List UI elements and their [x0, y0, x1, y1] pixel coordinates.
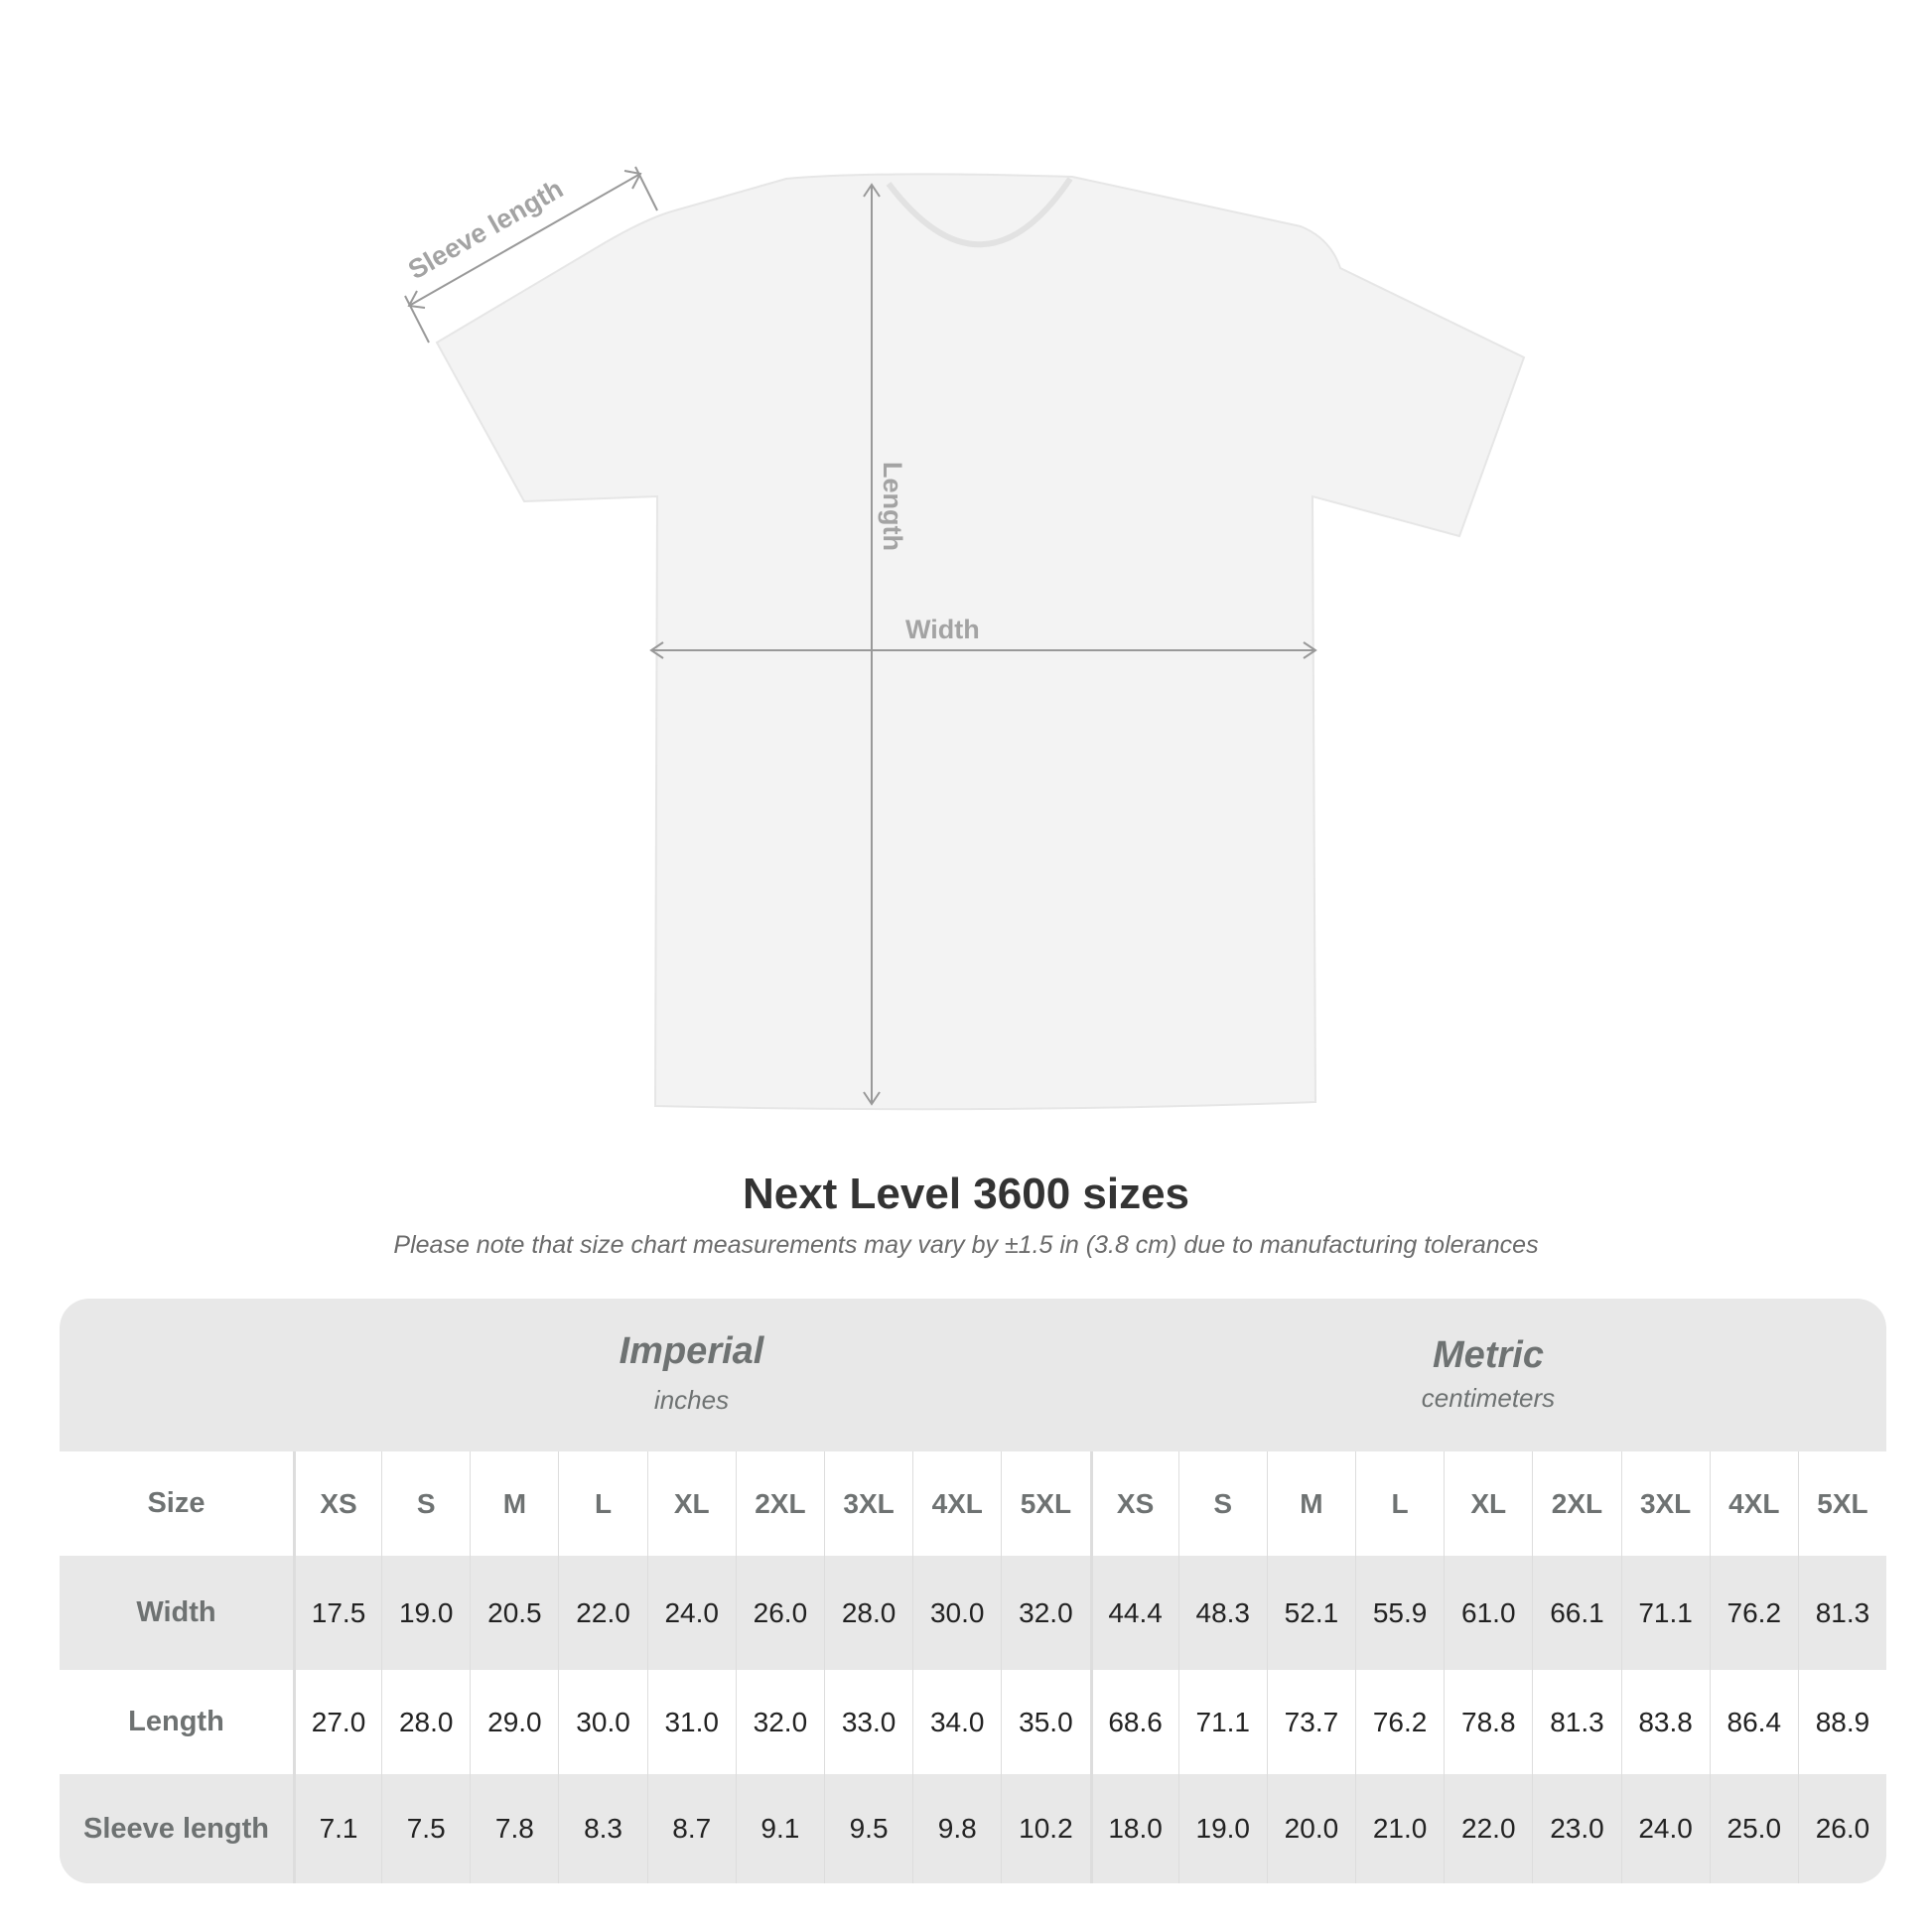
table-cell: 78.8: [1444, 1670, 1532, 1774]
table-cell: 22.0: [558, 1556, 646, 1670]
table-cell: 9.5: [823, 1774, 912, 1883]
table-cell: 8.7: [646, 1774, 736, 1883]
table-cell: 35.0: [1001, 1670, 1089, 1774]
row-label: Width: [136, 1596, 216, 1628]
size-header-cell: 2XL: [1532, 1451, 1620, 1556]
size-header-cell: L: [558, 1451, 646, 1556]
table-cell: 52.1: [1266, 1556, 1355, 1670]
table-cell: 28.0: [823, 1556, 912, 1670]
sleeve-arrow: [408, 173, 641, 307]
imperial-header: Imperial inches: [293, 1299, 1090, 1451]
width-row: Width 17.5 19.0 20.5 22.0 24.0 26.0 28.0 30.0 32.…: [60, 1556, 1886, 1670]
table-cell: 26.0: [735, 1556, 824, 1670]
size-header-cell: 3XL: [1620, 1451, 1710, 1556]
size-header-cell: XL: [1444, 1451, 1532, 1556]
table-cell: 30.0: [558, 1670, 646, 1774]
size-row: Size XS S M L XL 2XL 3XL 4XL 5XL XS S M L XL 2XL 3XL 4XL 5…: [60, 1451, 1886, 1556]
page-title: Next Level 3600 sizes: [742, 1170, 1190, 1218]
table-cell: 32.0: [735, 1670, 824, 1774]
tshirt-diagram: Sleeve length Length Width: [403, 166, 1526, 1111]
table-cell: 27.0: [292, 1670, 381, 1774]
size-header-cell: XS: [292, 1451, 381, 1556]
imperial-title: Imperial: [619, 1330, 764, 1372]
imperial-unit: inches: [653, 1385, 730, 1415]
table-cell: 33.0: [823, 1670, 912, 1774]
size-header-cell: 4XL: [912, 1451, 1001, 1556]
size-header-cell: S: [1177, 1451, 1267, 1556]
tshirt-collar: [886, 177, 1073, 248]
table-cell: 71.1: [1177, 1670, 1267, 1774]
table-cell: 20.5: [470, 1556, 558, 1670]
table-cell: 76.2: [1709, 1556, 1798, 1670]
table-cell: 71.1: [1620, 1556, 1710, 1670]
size-header-cell: XL: [646, 1451, 736, 1556]
table-cell: 21.0: [1355, 1774, 1444, 1883]
table-cell: 28.0: [381, 1670, 470, 1774]
table-cell: 19.0: [381, 1556, 470, 1670]
metric-title: Metric: [1433, 1334, 1544, 1376]
table-cell: 23.0: [1532, 1774, 1620, 1883]
size-header-cell: 5XL: [1001, 1451, 1089, 1556]
table-cell: 83.8: [1620, 1670, 1710, 1774]
tolerance-note: Please note that size chart measurements…: [393, 1231, 1539, 1259]
row-label: Length: [128, 1706, 224, 1737]
table-cell: 26.0: [1797, 1774, 1886, 1883]
size-header-cell: 2XL: [735, 1451, 824, 1556]
table-cell: 68.6: [1089, 1670, 1178, 1774]
table-cell: 34.0: [912, 1670, 1001, 1774]
table-cell: 17.5: [292, 1556, 381, 1670]
table-cell: 81.3: [1797, 1556, 1886, 1670]
table-cell: 31.0: [646, 1670, 736, 1774]
table-cell: 24.0: [646, 1556, 736, 1670]
size-header-cell: 5XL: [1797, 1451, 1886, 1556]
size-header-cell: M: [1266, 1451, 1355, 1556]
table-cell: 7.1: [292, 1774, 381, 1883]
table-cell: 8.3: [558, 1774, 646, 1883]
table-cell: 9.8: [912, 1774, 1001, 1883]
metric-header: Metric centimeters: [1090, 1299, 1886, 1451]
table-cell: 44.4: [1089, 1556, 1178, 1670]
table-cell: 73.7: [1266, 1670, 1355, 1774]
metric-unit: centimeters: [1421, 1383, 1556, 1413]
size-header-cell: XS: [1089, 1451, 1178, 1556]
table-cell: 61.0: [1444, 1556, 1532, 1670]
table-cell: 30.0: [912, 1556, 1001, 1670]
size-header-cell: 4XL: [1709, 1451, 1798, 1556]
table-cell: 48.3: [1177, 1556, 1267, 1670]
table-cell: 7.5: [381, 1774, 470, 1883]
table-cell: 10.2: [1001, 1774, 1089, 1883]
row-label: Sleeve length: [82, 1812, 269, 1845]
size-header-cell: M: [470, 1451, 558, 1556]
table-cell: 25.0: [1709, 1774, 1798, 1883]
table-cell: 81.3: [1532, 1670, 1620, 1774]
table-cell: 76.2: [1355, 1670, 1444, 1774]
size-table: Imperial inches Metric centimeters Size X…: [60, 1299, 1886, 1883]
tshirt-shape: [435, 173, 1526, 1111]
length-row: Length 27.0 28.0 29.0 30.0 31.0 32.0 33.0 34.0 35…: [60, 1670, 1886, 1774]
table-cell: 22.0: [1444, 1774, 1532, 1883]
table-cell: 29.0: [470, 1670, 558, 1774]
table-cell: 20.0: [1266, 1774, 1355, 1883]
size-header-cell: L: [1355, 1451, 1444, 1556]
table-cell: 18.0: [1089, 1774, 1178, 1883]
table-cell: 66.1: [1532, 1556, 1620, 1670]
table-cell: 19.0: [1177, 1774, 1267, 1883]
row-label: Size: [147, 1487, 206, 1519]
size-header-cell: S: [381, 1451, 470, 1556]
table-cell: 7.8: [470, 1774, 558, 1883]
width-label: Width: [905, 615, 980, 644]
sleeve-length-row: Sleeve length 7.1 7.5 7.8 8.3 8.7 9.1 9.5 9.8 10.…: [60, 1774, 1886, 1883]
table-cell: 86.4: [1709, 1670, 1798, 1774]
table-cell: 55.9: [1355, 1556, 1444, 1670]
length-label: Length: [878, 462, 907, 551]
size-header-cell: 3XL: [823, 1451, 912, 1556]
table-cell: 9.1: [735, 1774, 824, 1883]
table-cell: 32.0: [1001, 1556, 1089, 1670]
table-cell: 88.9: [1797, 1670, 1886, 1774]
table-cell: 24.0: [1620, 1774, 1710, 1883]
